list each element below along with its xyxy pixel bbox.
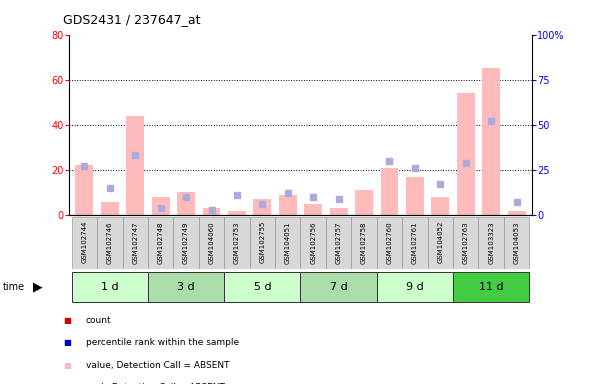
Text: GSM102749: GSM102749 [183,221,189,263]
Bar [478,217,504,269]
Text: 5 d: 5 d [254,282,271,292]
Text: GSM104060: GSM104060 [209,221,215,264]
Text: GSM102758: GSM102758 [361,221,367,263]
Text: GSM102744: GSM102744 [81,221,87,263]
Text: count: count [86,316,112,325]
Text: value, Detection Call = ABSENT: value, Detection Call = ABSENT [86,361,230,370]
Text: GSM102763: GSM102763 [463,221,469,264]
Bar [453,272,529,302]
Text: GSM103323: GSM103323 [488,221,494,264]
Bar [377,217,402,269]
Bar [355,190,373,215]
Text: ▶: ▶ [33,281,43,293]
Bar [432,197,449,215]
Bar [228,210,246,215]
Text: GSM102748: GSM102748 [157,221,163,263]
Text: GSM102755: GSM102755 [260,221,266,263]
Bar [482,68,500,215]
Text: GSM102757: GSM102757 [335,221,341,263]
Bar [406,177,424,215]
Bar [377,272,453,302]
Text: GSM102756: GSM102756 [310,221,316,263]
Text: ■: ■ [63,316,71,325]
Text: GSM104051: GSM104051 [285,221,291,263]
Bar [177,192,195,215]
Bar [330,208,347,215]
Text: time: time [3,282,25,292]
Bar [249,217,275,269]
Bar [279,195,297,215]
Text: rank, Detection Call = ABSENT: rank, Detection Call = ABSENT [86,383,225,384]
Bar [304,204,322,215]
Text: 7 d: 7 d [330,282,347,292]
Bar [402,217,428,269]
Bar [173,217,199,269]
Text: 9 d: 9 d [406,282,424,292]
Text: GSM104053: GSM104053 [514,221,520,263]
Bar [275,217,300,269]
Bar [428,217,453,269]
Bar [203,208,221,215]
Bar [453,217,478,269]
Bar [72,272,148,302]
Text: percentile rank within the sample: percentile rank within the sample [86,338,239,348]
Bar [76,166,93,215]
Text: GSM102753: GSM102753 [234,221,240,263]
Text: GSM104052: GSM104052 [438,221,444,263]
Text: 1 d: 1 d [101,282,118,292]
Bar [224,217,249,269]
Bar [352,217,377,269]
Bar [148,217,173,269]
Text: GSM102747: GSM102747 [132,221,138,263]
Bar [199,217,224,269]
Text: 11 d: 11 d [479,282,504,292]
Text: ■: ■ [63,338,71,348]
Bar [148,272,224,302]
Text: GSM102761: GSM102761 [412,221,418,264]
Text: GDS2431 / 237647_at: GDS2431 / 237647_at [63,13,201,26]
Bar [504,217,529,269]
Text: 3 d: 3 d [177,282,195,292]
Bar [97,217,123,269]
Bar [101,202,119,215]
Text: ■: ■ [63,383,71,384]
Text: ■: ■ [63,361,71,370]
Text: GSM102760: GSM102760 [386,221,392,264]
Bar [457,93,475,215]
Bar [380,168,398,215]
Bar [72,217,97,269]
Bar [326,217,352,269]
Bar [126,116,144,215]
Bar [151,197,169,215]
Text: GSM102746: GSM102746 [107,221,113,263]
Bar [224,272,300,302]
Bar [123,217,148,269]
Bar [508,210,525,215]
Bar [300,272,377,302]
Bar [254,199,271,215]
Bar [300,217,326,269]
